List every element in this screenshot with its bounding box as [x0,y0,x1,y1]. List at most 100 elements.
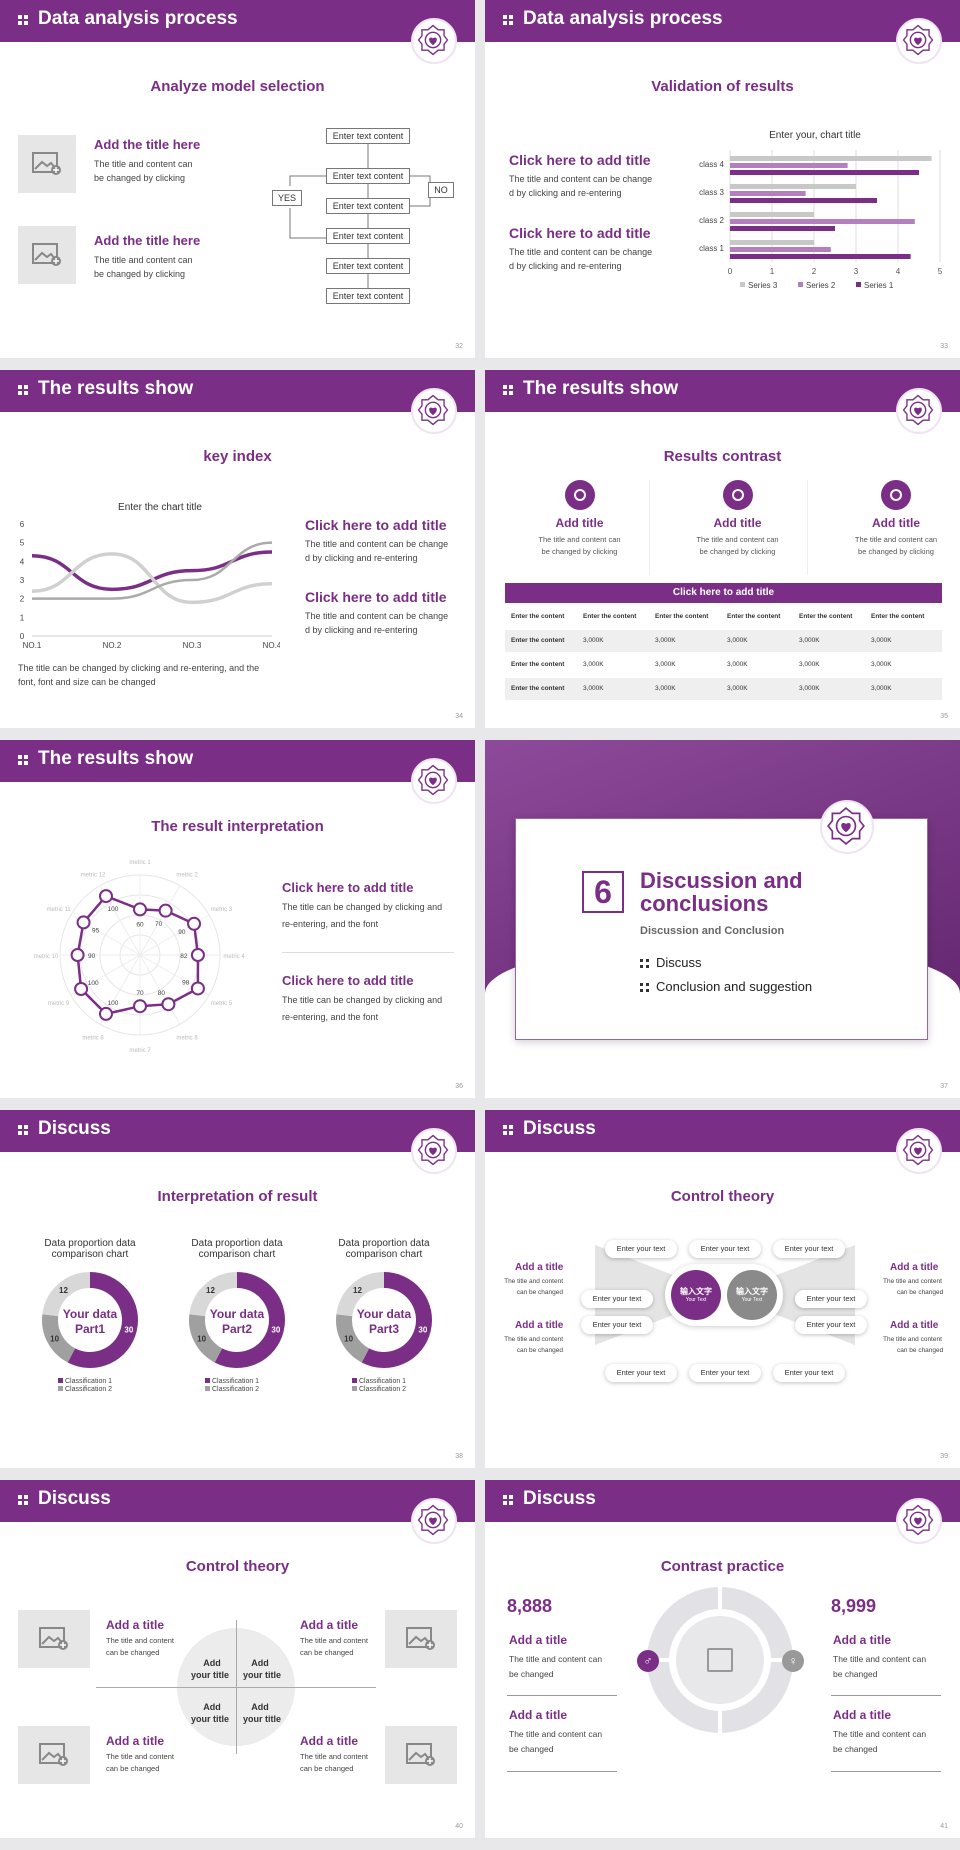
table-cell: 3,000K [655,637,676,644]
radar-point [161,997,176,1012]
quad-label: Add [251,1658,269,1668]
table-row-bg [505,630,942,652]
text-pill[interactable]: Enter your text [795,1290,867,1308]
card-title: Add title [872,516,920,530]
bar [730,226,835,231]
item-title: Add a title [890,1320,939,1331]
card-title: Add title [713,516,762,530]
radar-point [190,948,205,962]
card-text: The title and content can be changed by c… [538,535,621,556]
tick-label: 4 [896,267,901,276]
image-placeholder-icon[interactable] [707,1648,733,1672]
item-text: can be changed [300,1648,354,1657]
slide-header: The results show [485,370,960,412]
image-add-icon [406,1743,435,1766]
item-title[interactable]: Click here to add title [305,589,447,605]
item-title[interactable]: Click here to add title [305,517,447,533]
item-title[interactable]: Click here to add title [282,880,414,895]
text-pill[interactable]: Enter your text [689,1364,761,1382]
slide-header: Data analysis process [0,0,475,42]
item-title: Add a title [509,1708,568,1722]
quad-label: Add [203,1658,221,1668]
page-number: 39 [940,1453,948,1460]
emblem-icon [411,1498,457,1544]
female-icon: ♀ [782,1650,804,1672]
bullet-icon [640,959,649,968]
value-label: 98 [182,979,190,986]
bullet-item[interactable]: Discuss [656,955,702,970]
item-title: Add the title here [94,137,201,152]
slide-32: Data analysis process Analyze model sele… [0,0,475,358]
item-title: Add a title [833,1633,892,1647]
dots-icon [18,1495,28,1505]
page-number: 40 [455,1823,463,1830]
dots-icon [503,385,513,395]
flow-box[interactable]: Enter text content [326,288,410,304]
donut-title: Data proportion data [338,1238,430,1249]
item-title[interactable]: Click here to add title [509,152,651,168]
text-pill[interactable]: Enter your text [773,1364,845,1382]
category-label: class 4 [699,160,724,169]
image-placeholder[interactable] [18,226,76,284]
item-title[interactable]: Click here to add title [282,973,414,988]
flow-box[interactable]: Enter text content [326,198,410,214]
flow-box[interactable]: Enter text content [326,128,410,144]
bar [730,184,856,189]
flow-box[interactable]: Enter text content [326,258,410,274]
emblem-icon [411,1128,457,1174]
slide-header: Discuss [485,1480,960,1522]
text-pill[interactable]: Enter your text [581,1290,653,1308]
flow-box[interactable]: Enter text content [326,228,410,244]
item-title[interactable]: Click here to add title [509,225,651,241]
donut-title: comparison chart [198,1249,276,1260]
value-label: 100 [88,980,99,987]
donut-center: Your data [357,1307,412,1321]
image-placeholder[interactable] [18,135,76,193]
section-title: Discussion and [640,868,803,893]
legend-item: Classification 1 [352,1378,406,1385]
header-title: Data analysis process [523,8,723,29]
axis-label: metric 2 [176,873,198,879]
line-chart: Enter the chart title 0 1 2 3 4 5 6 NO.1 NO.2 NO.3… [20,502,280,648]
series-line [31,541,273,600]
section-number-box: 6 [582,871,624,913]
text-pill[interactable]: Enter your text [795,1316,867,1334]
slide-header: Discuss [0,1480,475,1522]
page-number: 35 [940,713,948,720]
item-text: The title and content can [509,1729,603,1739]
category-label: NO.3 [183,641,202,648]
emblem-icon [896,388,942,434]
radar-point [76,915,91,930]
donut-slice [214,1272,285,1368]
radar-chart: metric 1 metric 2 metric 3 metric 4 metric 5… [34,860,246,1054]
category-label: NO.2 [103,641,122,648]
center-circle-purple[interactable]: 输入文字 Your Text [671,1270,721,1320]
slice-label: 30 [418,1326,427,1335]
donut-slice [42,1314,76,1363]
result-card: Add title The title and content can be cha… [510,480,650,575]
text-pill[interactable]: Enter your text [689,1240,761,1258]
center-circle-grey[interactable]: 输入文字 Your Text [727,1270,777,1320]
item-text: The title can be changed by clicking and [282,995,443,1005]
note-text: The title can be changed by clicking and… [18,663,260,673]
bar-chart: Enter your, chart title 0 1 2 3 4 5 class 1 clas… [699,130,943,290]
item-title: Add a title [515,1262,564,1273]
slice-label: 10 [50,1335,59,1344]
table-cell: 3,000K [871,685,892,692]
image-placeholder[interactable] [18,1610,90,1668]
tick-label: 0 [728,267,733,276]
image-placeholder[interactable] [385,1610,457,1668]
image-placeholder[interactable] [385,1726,457,1784]
item-text: The title and content can [833,1729,927,1739]
slide-subtitle: The result interpretation [151,818,324,835]
text-pill[interactable]: Enter your text [605,1364,677,1382]
donut-slice [361,1272,432,1368]
bullet-item[interactable]: Conclusion and suggestion [656,979,813,994]
text-pill[interactable]: Enter your text [605,1240,677,1258]
image-placeholder[interactable] [18,1726,90,1784]
flow-box[interactable]: Enter text content [326,168,410,184]
text-pill[interactable]: Enter your text [581,1316,653,1334]
text-pill[interactable]: Enter your text [773,1240,845,1258]
table-cell: Enter the content [511,685,565,692]
table-cell: 3,000K [655,685,676,692]
